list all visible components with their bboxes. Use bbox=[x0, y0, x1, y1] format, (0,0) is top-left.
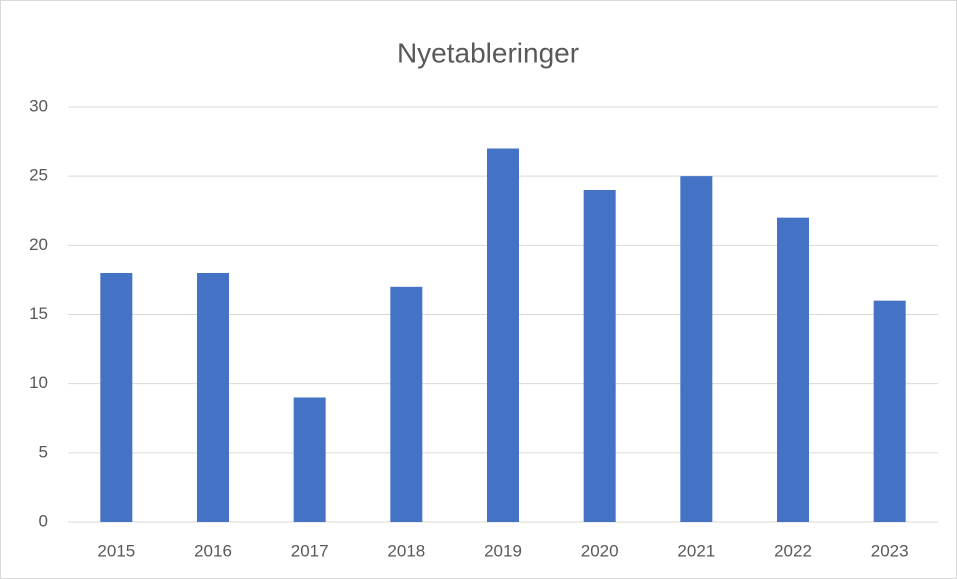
y-tick-label: 20 bbox=[29, 235, 48, 254]
y-tick-label: 5 bbox=[39, 442, 48, 461]
x-tick-label: 2018 bbox=[387, 541, 425, 560]
bar bbox=[777, 217, 809, 522]
bar bbox=[873, 300, 906, 522]
bar bbox=[487, 148, 519, 522]
x-tick-label: 2022 bbox=[774, 541, 812, 560]
x-tick-label: 2015 bbox=[97, 541, 135, 560]
y-tick-label: 30 bbox=[29, 96, 48, 115]
bar bbox=[390, 286, 423, 522]
x-tick-label: 2020 bbox=[581, 541, 619, 560]
x-tick-label: 2017 bbox=[291, 541, 329, 560]
chart-title: Nyetableringer bbox=[397, 37, 579, 68]
x-tick-label: 2023 bbox=[871, 541, 909, 560]
y-tick-label: 15 bbox=[29, 304, 48, 323]
x-tick-label: 2016 bbox=[194, 541, 232, 560]
y-tick-label: 10 bbox=[29, 373, 48, 392]
bar bbox=[100, 273, 133, 522]
bar bbox=[583, 190, 616, 522]
bar bbox=[293, 397, 326, 522]
x-tick-label: 2021 bbox=[677, 541, 715, 560]
y-tick-label: 25 bbox=[29, 166, 48, 185]
y-tick-label: 0 bbox=[39, 511, 48, 530]
bar bbox=[197, 273, 229, 522]
x-tick-label: 2019 bbox=[484, 541, 522, 560]
bar bbox=[680, 176, 713, 522]
